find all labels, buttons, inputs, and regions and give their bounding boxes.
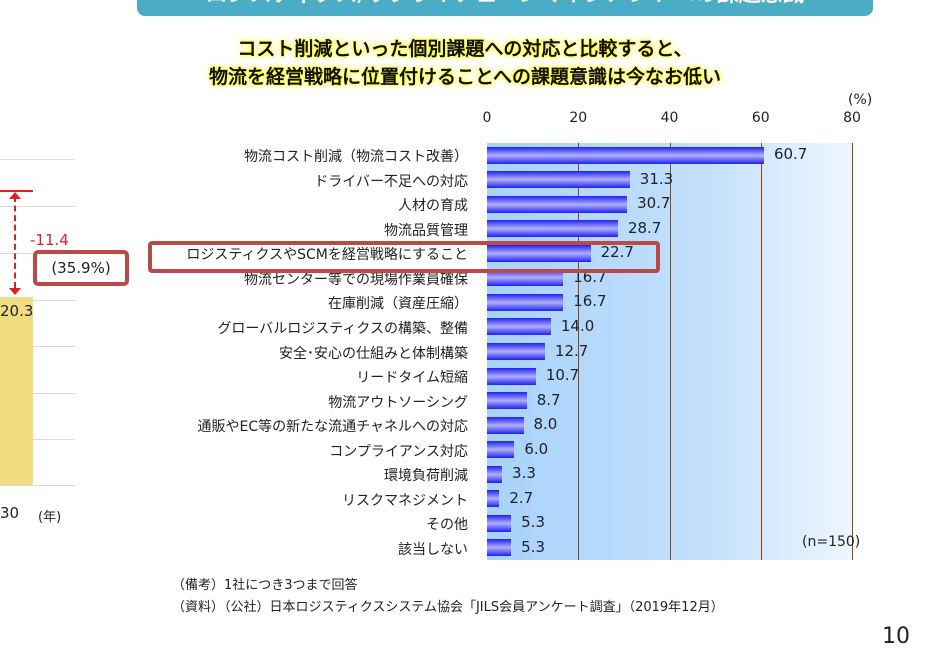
arrow-up-icon (9, 192, 21, 199)
left-bar (0, 297, 33, 485)
x-tick-label: 0 (482, 110, 492, 126)
category-label: 物流コスト削減（物流コスト改善） (244, 149, 468, 166)
x-tick-label: 20 (569, 110, 588, 126)
bar (487, 293, 564, 311)
left-x-unit: (年) (38, 510, 62, 525)
bar-value-label: 31.3 (639, 169, 674, 188)
bar-value-label: 6.0 (524, 439, 549, 458)
bar (487, 195, 628, 213)
category-label: リスクマネジメント (342, 492, 468, 509)
gridline (760, 143, 762, 560)
bar-value-label: 8.0 (533, 415, 558, 434)
category-label: ロジスティクスやSCMを経営戦略にすること (186, 247, 468, 264)
category-label: 人材の育成 (398, 198, 468, 215)
category-label: その他 (426, 517, 468, 534)
x-tick-label: 80 (843, 110, 861, 126)
headline-line-1: コスト削減といった個別課題への対応と比較すると、 (237, 38, 693, 60)
bar-value-label: 16.7 (573, 292, 607, 311)
bar (487, 539, 512, 557)
bar (487, 490, 500, 508)
bar (487, 367, 536, 385)
highlight-box (148, 241, 660, 273)
category-label: 環境負荷削減 (384, 468, 468, 485)
bar-value-label: 5.3 (521, 513, 546, 532)
bar-value-label: 22.7 (600, 243, 634, 262)
bar (487, 343, 545, 360)
category-label: 該当しない (398, 541, 468, 558)
category-label: 物流品質管理 (384, 222, 468, 239)
diff-arrow (14, 196, 16, 288)
bar (487, 318, 551, 336)
category-label: 物流アウトソーシング (328, 394, 468, 411)
reference-line (0, 190, 33, 192)
left-x-tick: 30 (0, 504, 20, 522)
bar (487, 171, 630, 189)
bar-value-label: 10.7 (545, 366, 580, 385)
category-label: 物流センター等での現場作業員確保 (244, 271, 468, 288)
bar-value-label: 60.7 (773, 145, 808, 164)
bar (487, 269, 564, 287)
bar (487, 514, 512, 532)
bar-value-label: 30.7 (637, 194, 671, 213)
bar-value-label: 14.0 (560, 316, 595, 335)
diff-pct-box: (35.9%) (33, 250, 129, 286)
category-label: 通販やEC等の新たな流通チャネルへの対応 (197, 419, 468, 436)
category-label: コンプライアンス対応 (329, 443, 468, 460)
bar (487, 220, 618, 238)
gridline (578, 143, 580, 560)
bar-value-label: 28.7 (627, 218, 662, 237)
category-label: ドライバー不足への対応 (314, 173, 468, 190)
bar-value-label: 3.3 (512, 464, 536, 483)
bar-value-label: 8.7 (536, 390, 561, 409)
bar (487, 146, 764, 164)
gridline (669, 143, 671, 560)
arrow-down-icon (9, 288, 21, 295)
x-tick-label: 60 (751, 110, 770, 126)
x-tick-label: 40 (660, 110, 679, 126)
category-label: 安全･安心の仕組みと体制構築 (279, 345, 468, 362)
left-bar-value: 20.3 (0, 302, 34, 320)
bar-value-label: 5.3 (521, 537, 546, 556)
category-label: グローバルロジスティクスの構築、整備 (217, 320, 468, 337)
diff-value: -11.4 (30, 231, 69, 249)
bar (487, 465, 503, 483)
unit-label: (%) (848, 92, 873, 108)
bar (487, 244, 591, 262)
bar-value-label: 12.7 (554, 341, 589, 360)
category-label: リードタイム短縮 (356, 370, 468, 387)
footnote-remarks: （備考）1社につき3つまで回答 (172, 578, 358, 593)
bar-value-label: 2.7 (509, 488, 534, 507)
footnote-source: （資料）（公社）日本ロジスティクスシステム協会「JILS会員アンケート調査」（2… (172, 600, 724, 615)
sample-size: (n=150) (802, 534, 861, 550)
bar (487, 441, 515, 459)
headline-line-2: 物流を経営戦略に位置付けることへの課題意識は今なお低い (208, 66, 722, 88)
section-banner: ロジスティクス/サプライチェーンマネジメントへの課題意識 (137, 0, 873, 16)
page-number: 10 (882, 624, 910, 649)
bar (487, 416, 524, 434)
bar (487, 392, 527, 410)
category-label: 在庫削減（資産圧縮） (328, 296, 468, 313)
